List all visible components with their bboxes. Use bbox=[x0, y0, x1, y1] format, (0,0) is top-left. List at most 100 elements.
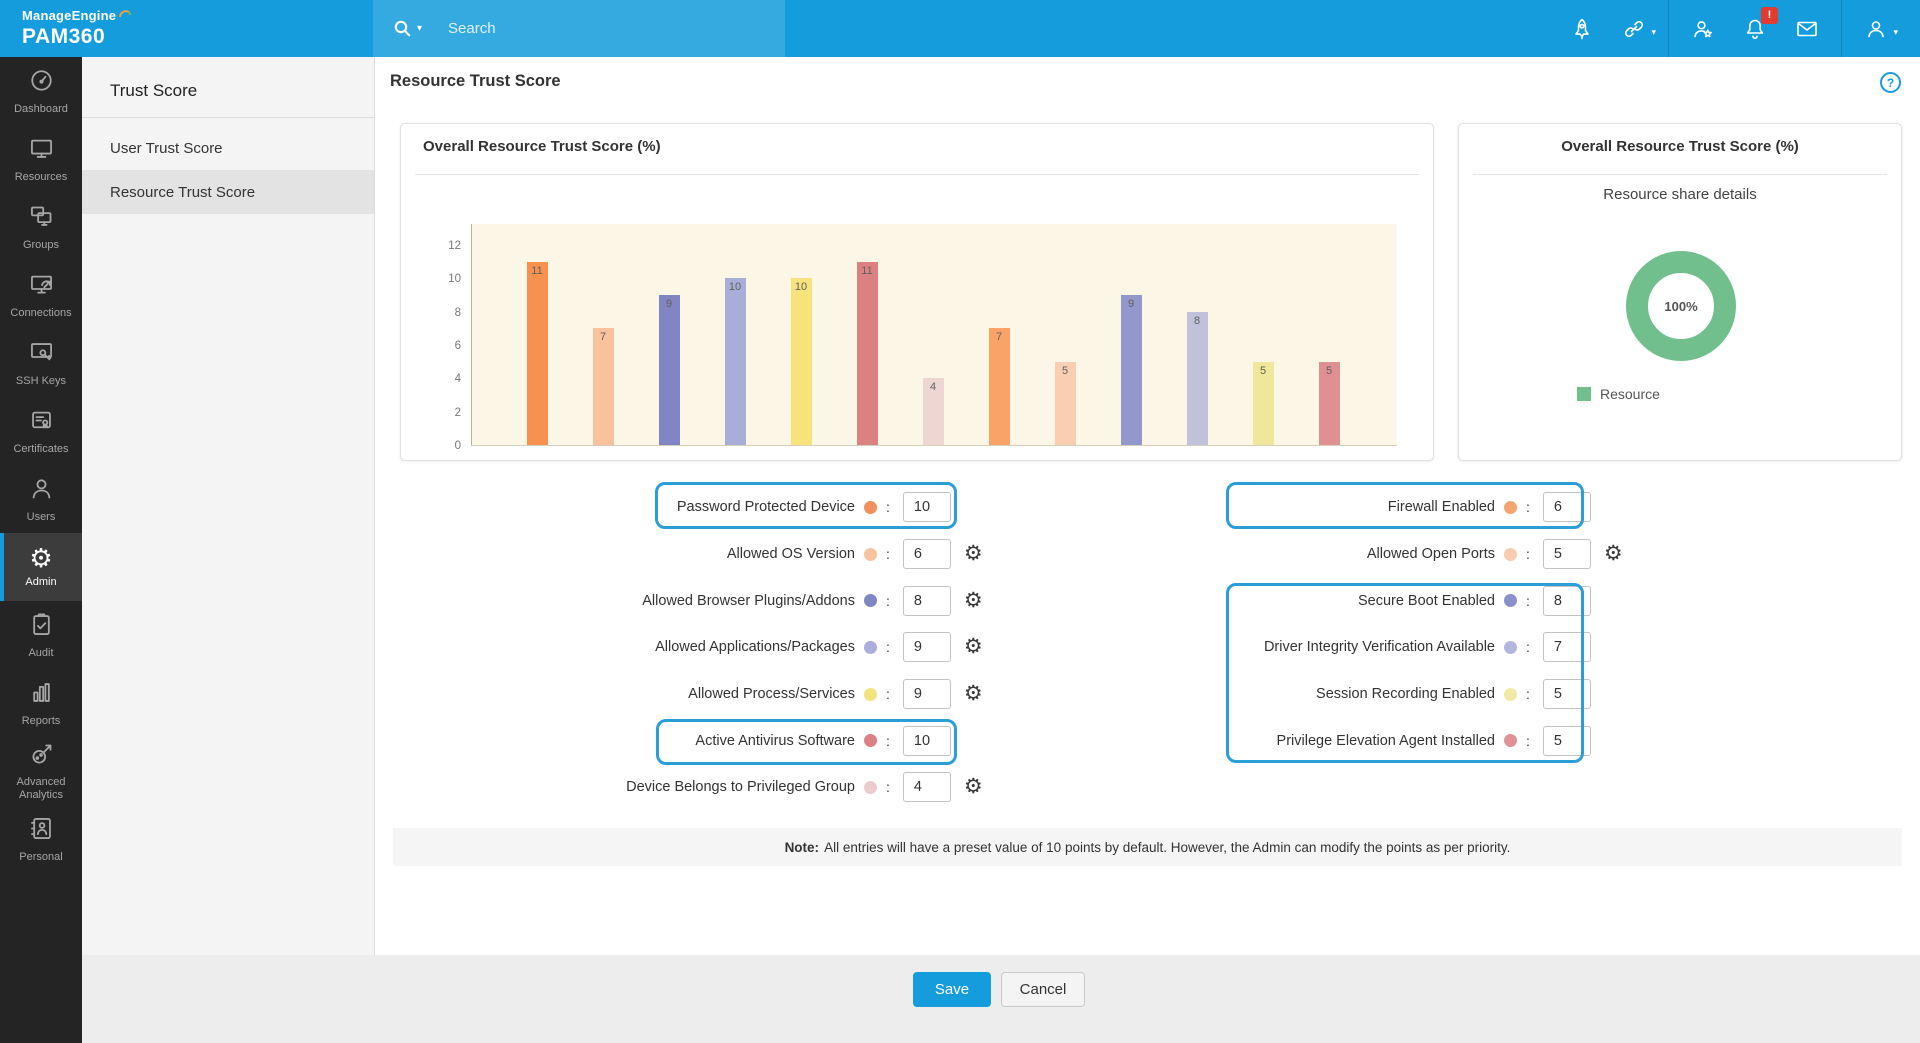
sidebar-item-label: SSH Keys bbox=[15, 374, 67, 387]
sidebar-item-advanced-analytics[interactable]: Advanced Analytics bbox=[0, 737, 82, 805]
global-search: ▾ bbox=[373, 0, 785, 57]
sidebar-item-label: Users bbox=[26, 510, 56, 523]
privilege-elevation-agent-installed-input[interactable] bbox=[1542, 725, 1591, 756]
color-dot-icon bbox=[864, 640, 877, 654]
secondary-sidebar-title: Trust Score bbox=[82, 57, 374, 118]
field-label: Allowed Process/Services bbox=[688, 686, 855, 703]
session-recording-enabled-input[interactable] bbox=[1542, 679, 1591, 710]
link-icon[interactable]: ▾ bbox=[1621, 16, 1656, 42]
sidebar-item-admin[interactable]: ⚙ Admin bbox=[0, 533, 82, 601]
brand-logo: ManageEngine PAM360 bbox=[22, 7, 132, 48]
save-button[interactable]: Save bbox=[913, 972, 991, 1007]
y-tick-label: 4 bbox=[454, 373, 461, 386]
secure-boot-enabled-input[interactable] bbox=[1542, 585, 1591, 616]
donut-chart-title: Overall Resource Trust Score (%) bbox=[1561, 138, 1799, 155]
bar-value-label: 8 bbox=[1193, 314, 1201, 327]
form-row: Session Recording Enabled: bbox=[1098, 671, 1658, 718]
user-icon[interactable]: ▾ bbox=[1863, 16, 1898, 42]
firewall-enabled-input[interactable] bbox=[1542, 492, 1591, 523]
admin-icon: ⚙ bbox=[29, 543, 53, 574]
colon: : bbox=[886, 732, 890, 749]
help-icon[interactable]: ? bbox=[1880, 72, 1901, 93]
sidebar-item-resources[interactable]: Resources bbox=[0, 125, 82, 193]
mail-icon[interactable] bbox=[1794, 16, 1820, 42]
cancel-button[interactable]: Cancel bbox=[1001, 972, 1085, 1007]
password-protected-device-input[interactable] bbox=[902, 492, 951, 523]
gear-icon[interactable]: ⚙ bbox=[963, 635, 983, 659]
colon: : bbox=[886, 592, 890, 609]
gear-icon[interactable]: ⚙ bbox=[963, 682, 983, 706]
field-label: Privilege Elevation Agent Installed bbox=[1276, 732, 1495, 749]
topbar-icons: ▾! ▾ bbox=[1556, 0, 1902, 57]
donut-center-label: 100% bbox=[1664, 298, 1698, 314]
form-right-column: Firewall Enabled: Allowed Open Ports: ⚙ Sec… bbox=[1098, 484, 1658, 764]
sidebar-item-users[interactable]: Users bbox=[0, 465, 82, 533]
bar-value-label: 5 bbox=[1259, 364, 1267, 377]
y-tick-label: 8 bbox=[454, 306, 461, 319]
subsidebar-item-resource-trust-score[interactable]: Resource Trust Score bbox=[82, 170, 374, 214]
allowed-applications-packages-input[interactable] bbox=[902, 632, 951, 663]
connections-icon bbox=[28, 271, 55, 302]
driver-integrity-verification-available-input[interactable] bbox=[1542, 632, 1591, 663]
bar-chart-title: Overall Resource Trust Score (%) bbox=[423, 138, 661, 155]
colon: : bbox=[1526, 592, 1530, 609]
bell-icon[interactable]: ! bbox=[1742, 6, 1778, 42]
device-belongs-to-privileged-group-input[interactable] bbox=[902, 772, 951, 803]
audit-icon bbox=[28, 611, 55, 642]
allowed-os-version-input[interactable] bbox=[902, 539, 951, 570]
sidebar-item-connections[interactable]: Connections bbox=[0, 261, 82, 329]
bar-chart-card: Overall Resource Trust Score (%) 0 2 4 6 8 10… bbox=[400, 123, 1434, 461]
allowed-open-ports-input[interactable] bbox=[1542, 539, 1591, 570]
sidebar-item-label: Advanced Analytics bbox=[16, 776, 66, 801]
form-row: Driver Integrity Verification Available: bbox=[1098, 624, 1658, 671]
sidebar-item-dashboard[interactable]: Dashboard bbox=[0, 57, 82, 125]
gear-icon[interactable]: ⚙ bbox=[963, 775, 983, 799]
bar-value-label: 5 bbox=[1325, 364, 1333, 377]
color-dot-icon bbox=[1504, 640, 1517, 654]
colon: : bbox=[1526, 499, 1530, 516]
search-icon[interactable] bbox=[391, 17, 415, 41]
sidebar-item-groups[interactable]: Groups bbox=[0, 193, 82, 261]
allowed-browser-plugins-addons-input[interactable] bbox=[902, 585, 951, 616]
y-tick-label: 10 bbox=[448, 273, 461, 286]
donut-subtitle: Resource share details bbox=[1603, 186, 1757, 203]
form-row: Allowed OS Version: ⚙ bbox=[400, 531, 1020, 578]
field-label: Session Recording Enabled bbox=[1316, 686, 1495, 703]
color-dot-icon bbox=[864, 687, 877, 701]
sidebar-item-audit[interactable]: Audit bbox=[0, 601, 82, 669]
sidebar-item-label: Audit bbox=[28, 646, 54, 659]
bar-2: 7 bbox=[592, 328, 614, 445]
bar-value-label: 9 bbox=[1127, 298, 1135, 310]
brand-name-bottom: PAM360 bbox=[22, 24, 106, 48]
search-input[interactable] bbox=[448, 20, 749, 37]
search-scope-caret-icon[interactable]: ▾ bbox=[417, 23, 423, 34]
note-strip: Note: All entries will have a preset val… bbox=[393, 828, 1902, 866]
sidebar-item-reports[interactable]: Reports bbox=[0, 669, 82, 737]
allowed-process-services-input[interactable] bbox=[902, 679, 951, 710]
sidebar-item-personal[interactable]: Personal bbox=[0, 805, 82, 873]
divider bbox=[1473, 174, 1887, 175]
sidebar-item-ssh-keys[interactable]: SSH Keys bbox=[0, 329, 82, 397]
main-sidebar: Dashboard Resources Groups Connections SSH K… bbox=[0, 57, 82, 1043]
sidebar-item-label: Groups bbox=[22, 238, 60, 251]
subsidebar-item-user-trust-score[interactable]: User Trust Score bbox=[110, 139, 223, 157]
gear-icon[interactable]: ⚙ bbox=[1603, 542, 1623, 566]
color-dot-icon bbox=[1504, 594, 1517, 608]
bar-value-label: 11 bbox=[531, 264, 543, 277]
form-row: Allowed Open Ports: ⚙ bbox=[1098, 531, 1658, 578]
reports-icon bbox=[28, 679, 55, 710]
user-star-icon[interactable] bbox=[1690, 16, 1716, 42]
topbar-divider bbox=[1668, 0, 1669, 57]
gear-icon[interactable]: ⚙ bbox=[963, 588, 983, 612]
gear-icon[interactable]: ⚙ bbox=[963, 542, 983, 566]
active-antivirus-software-input[interactable] bbox=[902, 725, 951, 756]
rocket-icon[interactable] bbox=[1569, 16, 1595, 42]
sidebar-item-label: Connections bbox=[10, 306, 72, 319]
users-icon bbox=[28, 475, 55, 506]
color-dot-icon bbox=[1504, 734, 1517, 748]
secondary-sidebar: Trust Score User Trust Score Resource Tru… bbox=[82, 57, 375, 955]
form-row: Secure Boot Enabled: bbox=[1098, 577, 1658, 624]
bar-value-label: 4 bbox=[929, 381, 937, 394]
y-tick-label: 6 bbox=[454, 340, 461, 352]
sidebar-item-certificates[interactable]: Certificates bbox=[0, 397, 82, 465]
